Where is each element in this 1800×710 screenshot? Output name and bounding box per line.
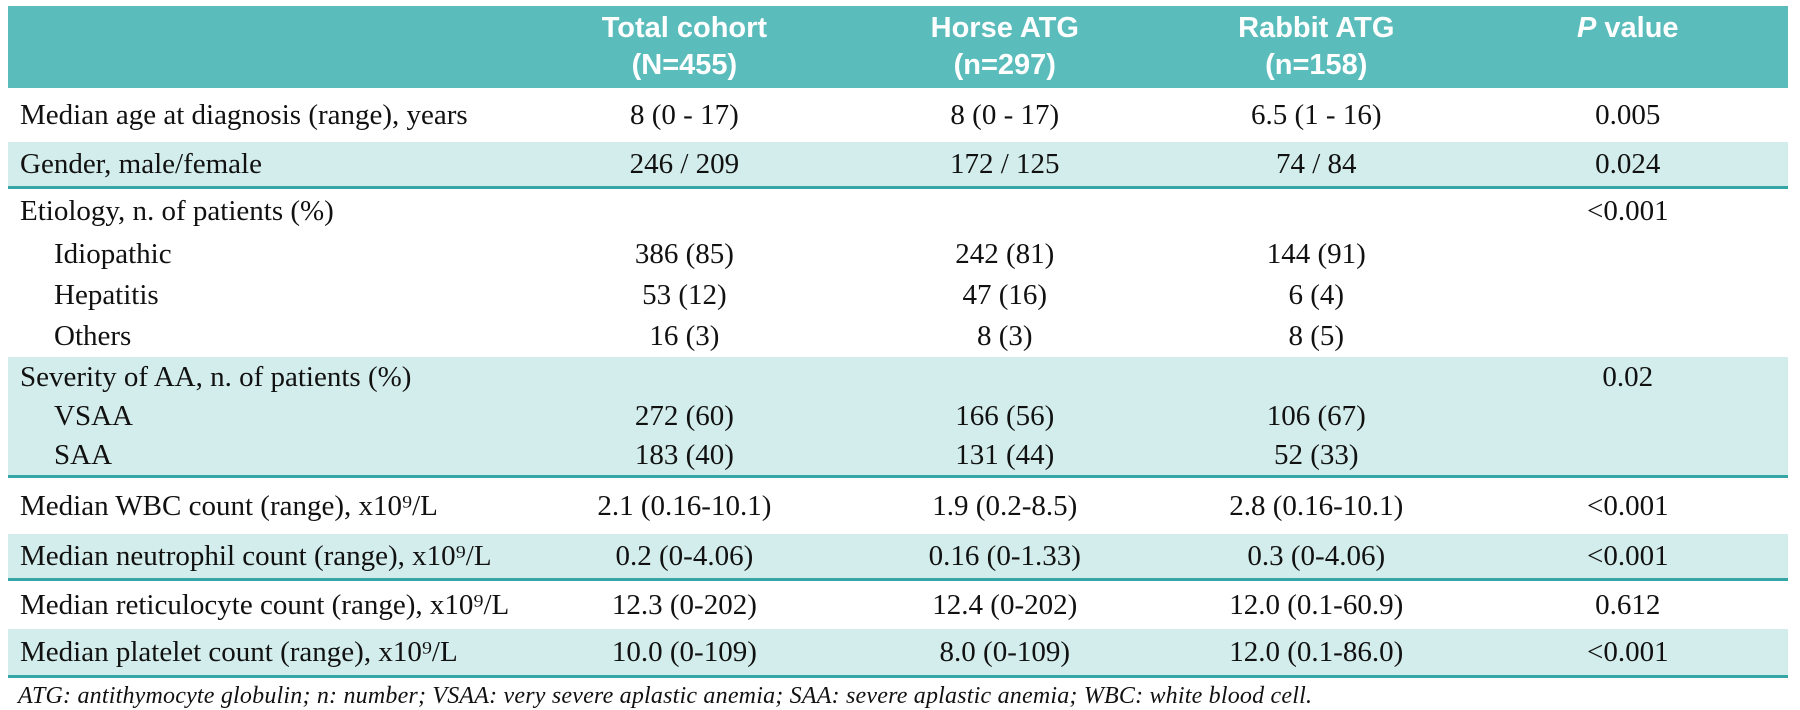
header-line1: Rabbit ATG — [1238, 12, 1395, 44]
row-label: Hepatitis — [54, 279, 159, 312]
header-p-value: P value — [1467, 6, 1788, 88]
cell-total: 8 (0 - 17) — [630, 98, 739, 131]
cell-total: 0.2 (0-4.06) — [524, 534, 845, 581]
row-label: Median neutrophil count (range), x10⁹/L — [8, 534, 525, 581]
cell-horse: 1.9 (0.2-8.5) — [932, 489, 1078, 522]
cell-rabbit — [1164, 357, 1468, 397]
cell-horse: 8 (3) — [976, 320, 1033, 353]
cell-total: 16 (3) — [649, 320, 720, 353]
cell-horse: 166 (56) — [844, 397, 1165, 436]
header-total-cohort: Total cohort (N=455) — [524, 6, 845, 88]
cell-horse — [844, 357, 1165, 397]
cell-total — [524, 357, 845, 397]
table-row-gender: Gender, male/female 246 / 209 172 / 125 … — [8, 142, 1788, 189]
cell-pvalue: 0.005 — [1595, 98, 1661, 131]
header-line2: (N=455) — [631, 49, 738, 81]
p-rest: value — [1596, 12, 1679, 44]
cell-rabbit: 8 (5) — [1288, 320, 1345, 353]
header-line1: Horse ATG — [930, 12, 1079, 44]
cell-horse: 47 (16) — [962, 279, 1048, 312]
header-line2: (n=297) — [953, 49, 1056, 81]
cell-total: 53 (12) — [642, 279, 727, 312]
footnote: ATG: antithymocyte globulin; n: number; … — [18, 683, 1313, 709]
cell-total: 12.3 (0-202) — [611, 588, 757, 621]
row-label: Median platelet count (range), x10⁹/L — [8, 629, 525, 678]
row-label: Idiopathic — [54, 238, 172, 271]
row-label: Median age at diagnosis (range), years — [20, 98, 468, 131]
cell-pvalue — [1467, 397, 1788, 436]
table-row-saa: SAA 183 (40) 131 (44) 52 (33) — [8, 436, 1788, 478]
cell-rabbit: 0.3 (0-4.06) — [1164, 534, 1468, 581]
cell-rabbit: 12.0 (0.1-60.9) — [1229, 588, 1404, 621]
cell-rabbit: 74 / 84 — [1164, 142, 1468, 189]
cell-total: 246 / 209 — [524, 142, 845, 189]
row-label: Median reticulocyte count (range), x10⁹/… — [20, 588, 510, 621]
cell-rabbit: 2.8 (0.16-10.1) — [1229, 489, 1404, 522]
cell-rabbit — [1165, 188, 1468, 235]
cell-pvalue: 0.024 — [1467, 142, 1788, 189]
header-line2 — [1468, 47, 1788, 84]
cell-rabbit: 52 (33) — [1164, 436, 1468, 478]
table-row-severity-header: Severity of AA, n. of patients (%) 0.02 — [8, 357, 1788, 397]
cell-horse: 0.16 (0-1.33) — [844, 534, 1165, 581]
header-line1: P value — [1468, 10, 1788, 47]
cell-horse: 131 (44) — [844, 436, 1165, 478]
cell-pvalue — [1468, 275, 1788, 316]
cell-rabbit: 6.5 (1 - 16) — [1251, 98, 1382, 131]
cell-rabbit: 12.0 (0.1-86.0) — [1164, 629, 1468, 678]
cell-horse: 12.4 (0-202) — [932, 588, 1078, 621]
row-label: VSAA — [8, 397, 525, 436]
cell-rabbit: 6 (4) — [1288, 279, 1345, 312]
table-row-idiopathic: Idiopathic 386 (85) 242 (81) 144 (91) — [8, 234, 1788, 275]
cell-total: 183 (40) — [524, 436, 845, 478]
header-line1: Total cohort — [601, 12, 768, 44]
cell-pvalue — [1468, 234, 1788, 275]
cell-pvalue: <0.001 — [1467, 534, 1788, 581]
cell-total — [524, 188, 844, 235]
cell-total: 272 (60) — [524, 397, 845, 436]
table-row-etiology-header: Etiology, n. of patients (%) <0.001 — [8, 188, 1788, 235]
cell-horse: 8 (0 - 17) — [950, 98, 1060, 131]
row-label: Gender, male/female — [8, 142, 525, 189]
table-row-neutrophil: Median neutrophil count (range), x10⁹/L … — [8, 534, 1788, 581]
row-label: SAA — [8, 436, 525, 478]
row-label: Etiology, n. of patients (%) — [20, 195, 334, 228]
table-header-row: Total cohort (N=455) Horse ATG (n=297) R… — [8, 6, 1788, 88]
cell-pvalue — [1467, 436, 1788, 478]
table-row-vsaa: VSAA 272 (60) 166 (56) 106 (67) — [8, 397, 1788, 436]
cell-pvalue: <0.001 — [1586, 195, 1669, 228]
cell-pvalue: <0.001 — [1586, 489, 1669, 522]
row-label: Median WBC count (range), x10⁹/L — [20, 489, 438, 522]
cell-horse: 172 / 125 — [844, 142, 1165, 189]
cell-rabbit: 144 (91) — [1266, 238, 1366, 271]
cell-pvalue — [1468, 316, 1788, 357]
cell-pvalue: 0.02 — [1467, 357, 1788, 397]
table-row-wbc: Median WBC count (range), x10⁹/L 2.1 (0.… — [8, 477, 1788, 535]
table-row-platelet: Median platelet count (range), x10⁹/L 10… — [8, 629, 1788, 678]
cell-total: 2.1 (0.16-10.1) — [597, 489, 772, 522]
row-label: Others — [54, 320, 132, 353]
p-italic: P — [1577, 12, 1597, 44]
cell-horse — [845, 188, 1165, 235]
table-row-reticulocyte: Median reticulocyte count (range), x10⁹/… — [8, 580, 1788, 630]
cell-rabbit: 106 (67) — [1164, 397, 1468, 436]
table-row-others: Others 16 (3) 8 (3) 8 (5) — [8, 316, 1788, 357]
header-empty-cell — [8, 6, 525, 88]
cell-horse: 8.0 (0-109) — [844, 629, 1165, 678]
header-rabbit-atg: Rabbit ATG (n=158) — [1164, 6, 1468, 88]
table-row-hepatitis: Hepatitis 53 (12) 47 (16) 6 (4) — [8, 275, 1788, 316]
table-row-median-age: Median age at diagnosis (range), years 8… — [8, 88, 1788, 142]
cell-pvalue: <0.001 — [1467, 629, 1788, 678]
cell-horse: 242 (81) — [955, 238, 1055, 271]
row-label: Severity of AA, n. of patients (%) — [8, 357, 525, 397]
cell-total: 386 (85) — [634, 238, 734, 271]
header-horse-atg: Horse ATG (n=297) — [844, 6, 1165, 88]
header-line2: (n=158) — [1265, 49, 1368, 81]
cell-pvalue: 0.612 — [1595, 588, 1661, 621]
data-table: Total cohort (N=455) Horse ATG (n=297) R… — [8, 6, 1788, 678]
cell-total: 10.0 (0-109) — [524, 629, 845, 678]
